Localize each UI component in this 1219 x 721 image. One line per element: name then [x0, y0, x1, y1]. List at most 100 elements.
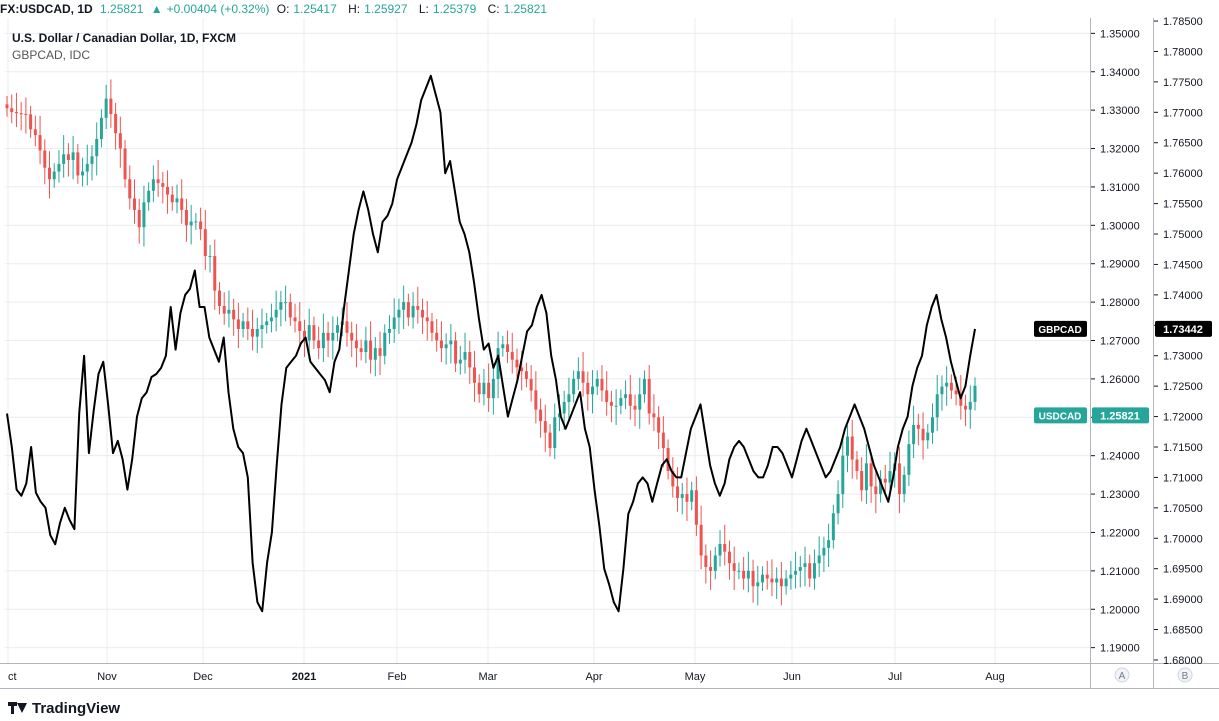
candle-body[interactable]	[71, 152, 75, 161]
candle-body[interactable]	[921, 428, 925, 441]
candle-body[interactable]	[907, 444, 911, 475]
candle-body[interactable]	[954, 390, 958, 395]
candle-body[interactable]	[902, 474, 906, 495]
candle-body[interactable]	[128, 179, 132, 199]
candle-body[interactable]	[827, 540, 831, 548]
candle-body[interactable]	[869, 463, 873, 487]
candle-body[interactable]	[260, 325, 264, 329]
candle-body[interactable]	[402, 302, 406, 310]
candle-body[interactable]	[567, 394, 571, 402]
candle-body[interactable]	[217, 290, 221, 306]
candle-body[interactable]	[284, 302, 288, 304]
candle-body[interactable]	[761, 574, 765, 583]
candle-body[interactable]	[406, 302, 410, 318]
candle-body[interactable]	[520, 367, 524, 372]
candle-body[interactable]	[298, 321, 302, 331]
candle-body[interactable]	[411, 305, 415, 318]
candle-body[interactable]	[591, 386, 595, 395]
candle-body[interactable]	[576, 371, 580, 379]
candle-body[interactable]	[180, 198, 184, 210]
candle-body[interactable]	[855, 459, 859, 472]
candle-body[interactable]	[831, 513, 835, 541]
candle-body[interactable]	[151, 179, 155, 191]
candle-body[interactable]	[879, 478, 883, 495]
candle-body[interactable]	[251, 328, 255, 337]
candle-body[interactable]	[137, 209, 141, 228]
candle-body[interactable]	[85, 163, 89, 172]
candle-body[interactable]	[38, 135, 42, 151]
candle-body[interactable]	[435, 332, 439, 341]
scale-button-bg[interactable]	[1177, 667, 1193, 683]
candle-body[interactable]	[652, 413, 656, 418]
candle-body[interactable]	[227, 309, 231, 314]
candle-body[interactable]	[959, 394, 963, 406]
candle-body[interactable]	[812, 563, 816, 579]
candle-body[interactable]	[765, 574, 769, 579]
candle-body[interactable]	[794, 570, 798, 575]
candle-body[interactable]	[836, 494, 840, 514]
candle-body[interactable]	[916, 424, 920, 429]
candle-body[interactable]	[935, 394, 939, 418]
candle-body[interactable]	[661, 432, 665, 448]
candle-body[interactable]	[208, 256, 212, 258]
candle-body[interactable]	[657, 417, 661, 433]
candle-body[interactable]	[600, 378, 604, 391]
candle-body[interactable]	[477, 382, 481, 395]
candle-body[interactable]	[147, 190, 151, 203]
candle-body[interactable]	[10, 108, 14, 113]
candle-body[interactable]	[671, 471, 675, 487]
candle-body[interactable]	[680, 494, 684, 498]
candle-body[interactable]	[66, 154, 70, 161]
candle-body[interactable]	[387, 328, 391, 333]
candle-body[interactable]	[779, 578, 783, 587]
candle-body[interactable]	[624, 394, 628, 399]
candle-body[interactable]	[751, 570, 755, 587]
candle-body[interactable]	[359, 348, 363, 353]
candle-body[interactable]	[931, 417, 935, 433]
candle-body[interactable]	[808, 563, 812, 579]
candle-body[interactable]	[864, 463, 868, 491]
scale-button-b[interactable]: B	[1182, 671, 1189, 682]
candle-body[interactable]	[883, 478, 887, 483]
candle-body[interactable]	[331, 332, 335, 341]
candle-body[interactable]	[430, 321, 434, 333]
candle-body[interactable]	[189, 221, 193, 226]
candle-body[interactable]	[397, 309, 401, 318]
candle-body[interactable]	[676, 486, 680, 498]
candle-body[interactable]	[203, 229, 207, 257]
candle-body[interactable]	[699, 524, 703, 556]
candle-body[interactable]	[841, 455, 845, 495]
candle-body[interactable]	[742, 570, 746, 579]
candle-body[interactable]	[496, 348, 500, 379]
candle-body[interactable]	[718, 543, 722, 556]
candle-body[interactable]	[439, 340, 443, 349]
candle-body[interactable]	[638, 394, 642, 410]
candle-body[interactable]	[373, 348, 377, 360]
candle-body[interactable]	[945, 382, 949, 387]
candle-body[interactable]	[76, 152, 80, 176]
candle-body[interactable]	[312, 325, 316, 341]
candle-body[interactable]	[184, 209, 188, 226]
candle-body[interactable]	[501, 344, 505, 349]
candle-body[interactable]	[817, 555, 821, 564]
candle-body[interactable]	[964, 405, 968, 410]
candle-body[interactable]	[704, 555, 708, 568]
candle-body[interactable]	[506, 344, 510, 353]
candle-body[interactable]	[170, 194, 174, 203]
candle-body[interactable]	[850, 436, 854, 460]
candle-body[interactable]	[543, 421, 547, 433]
candle-body[interactable]	[709, 567, 713, 571]
candle-body[interactable]	[874, 486, 878, 495]
candle-body[interactable]	[175, 198, 179, 203]
candle-body[interactable]	[156, 179, 160, 184]
candle-body[interactable]	[732, 563, 736, 571]
candle-body[interactable]	[572, 378, 576, 395]
candle-body[interactable]	[421, 309, 425, 318]
candle-body[interactable]	[99, 117, 103, 139]
candle-body[interactable]	[666, 448, 670, 472]
candle-body[interactable]	[548, 432, 552, 448]
candle-body[interactable]	[897, 463, 901, 495]
candle-body[interactable]	[647, 378, 651, 414]
candle-body[interactable]	[369, 340, 373, 360]
candle-body[interactable]	[746, 570, 750, 579]
